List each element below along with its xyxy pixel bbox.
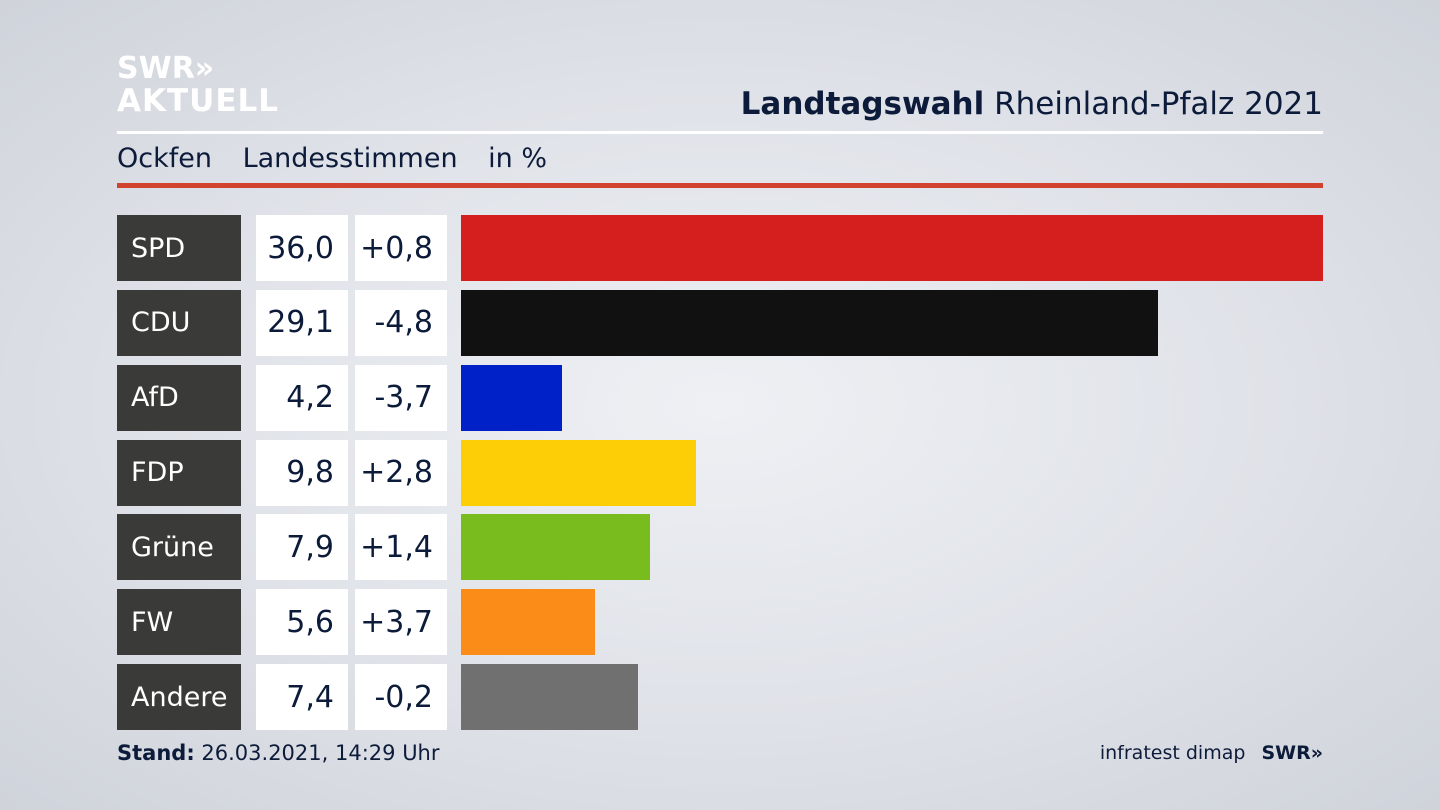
bar-fdp — [461, 439, 696, 506]
party-label: AfD — [117, 364, 241, 431]
value-label: 29,1 — [256, 289, 348, 356]
party-label: SPD — [117, 215, 241, 281]
value-label: 9,8 — [256, 439, 348, 506]
change-label: +1,4 — [355, 514, 447, 581]
chart-row: AfD 4,2 -3,7 — [117, 364, 1323, 431]
bar-spd — [461, 215, 1323, 281]
value-label: 7,9 — [256, 514, 348, 581]
chart-row: Andere 7,4 -0,2 — [117, 664, 1323, 731]
value-label: 36,0 — [256, 215, 348, 281]
party-label: Andere — [117, 664, 241, 731]
timestamp: Stand: 26.03.2021, 14:29 Uhr — [117, 741, 440, 765]
location-label: Ockfen — [117, 143, 212, 174]
party-label: CDU — [117, 289, 241, 356]
source-credit: infratest dimap SWR» — [1100, 742, 1323, 764]
stand-label: Stand: — [117, 741, 195, 765]
bar-grüne — [461, 514, 651, 581]
measure-label: Landesstimmen — [242, 143, 458, 174]
chart-row: FDP 9,8 +2,8 — [117, 439, 1323, 506]
bar-afd — [461, 364, 562, 431]
change-label: +0,8 — [355, 215, 447, 281]
bar-fw — [461, 589, 596, 656]
swr-brand: SWR» — [1261, 742, 1323, 764]
chart-subtitle: Ockfen Landesstimmen in % — [117, 143, 547, 174]
swr-aktuell-logo: SWR» AKTUELL — [117, 54, 279, 117]
chart-row: SPD 36,0 +0,8 — [117, 215, 1323, 281]
change-label: -3,7 — [355, 364, 447, 431]
stand-value: 26.03.2021, 14:29 Uhr — [201, 741, 440, 765]
accent-rule — [117, 183, 1323, 188]
page-title: Landtagswahl Rheinland-Pfalz 2021 — [741, 86, 1323, 122]
party-label: Grüne — [117, 514, 241, 581]
change-label: +2,8 — [355, 439, 447, 506]
chart-row: Grüne 7,9 +1,4 — [117, 514, 1323, 581]
title-bold: Landtagswahl — [740, 86, 985, 122]
value-label: 4,2 — [256, 364, 348, 431]
change-label: +3,7 — [355, 589, 447, 656]
change-label: -0,2 — [355, 664, 447, 731]
value-label: 7,4 — [256, 664, 348, 731]
header-divider — [117, 131, 1323, 134]
party-label: FDP — [117, 439, 241, 506]
bar-cdu — [461, 289, 1158, 356]
chart-row: CDU 29,1 -4,8 — [117, 289, 1323, 356]
unit-label: in % — [488, 143, 548, 174]
chart-row: FW 5,6 +3,7 — [117, 589, 1323, 656]
source-label: infratest dimap — [1099, 742, 1246, 764]
bar-andere — [461, 664, 639, 731]
title-rest: Rheinland-Pfalz 2021 — [994, 86, 1323, 122]
logo-line-1: SWR» — [117, 51, 215, 86]
logo-line-2: AKTUELL — [117, 83, 280, 119]
party-label: FW — [117, 589, 241, 656]
value-label: 5,6 — [256, 589, 348, 656]
change-label: -4,8 — [355, 289, 447, 356]
